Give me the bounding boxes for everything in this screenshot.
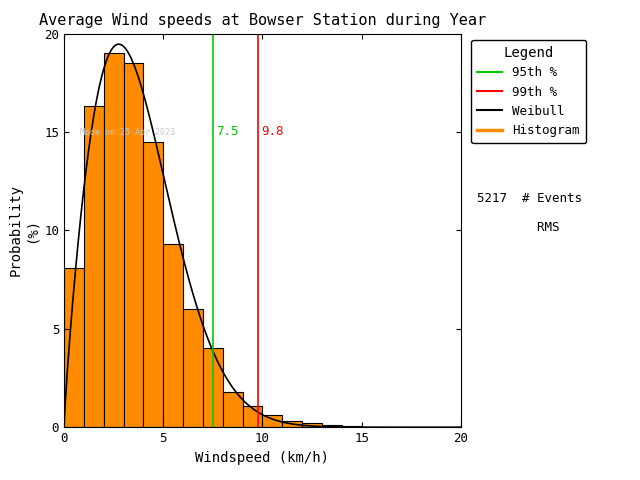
- Bar: [124, 63, 143, 427]
- Bar: [302, 423, 322, 427]
- Bar: [342, 426, 362, 427]
- Bar: [262, 415, 282, 427]
- Bar: [64, 268, 84, 427]
- Text: 7.5: 7.5: [216, 125, 238, 139]
- Bar: [223, 392, 243, 427]
- Text: Mode on 25 Apr 2023: Mode on 25 Apr 2023: [80, 128, 175, 137]
- Bar: [104, 53, 124, 427]
- Bar: [322, 425, 342, 427]
- Text: RMS: RMS: [477, 221, 559, 234]
- Bar: [183, 309, 203, 427]
- Legend: 95th %, 99th %, Weibull, Histogram: 95th %, 99th %, Weibull, Histogram: [471, 40, 586, 144]
- Bar: [163, 244, 183, 427]
- X-axis label: Windspeed (km/h): Windspeed (km/h): [195, 451, 330, 465]
- Bar: [203, 348, 223, 427]
- Title: Average Wind speeds at Bowser Station during Year: Average Wind speeds at Bowser Station du…: [39, 13, 486, 28]
- Bar: [84, 107, 104, 427]
- Bar: [282, 421, 302, 427]
- Y-axis label: Probability
(%): Probability (%): [8, 184, 38, 276]
- Text: 9.8: 9.8: [261, 125, 284, 139]
- Bar: [243, 406, 262, 427]
- Bar: [143, 142, 163, 427]
- Text: 5217  # Events: 5217 # Events: [477, 192, 582, 205]
